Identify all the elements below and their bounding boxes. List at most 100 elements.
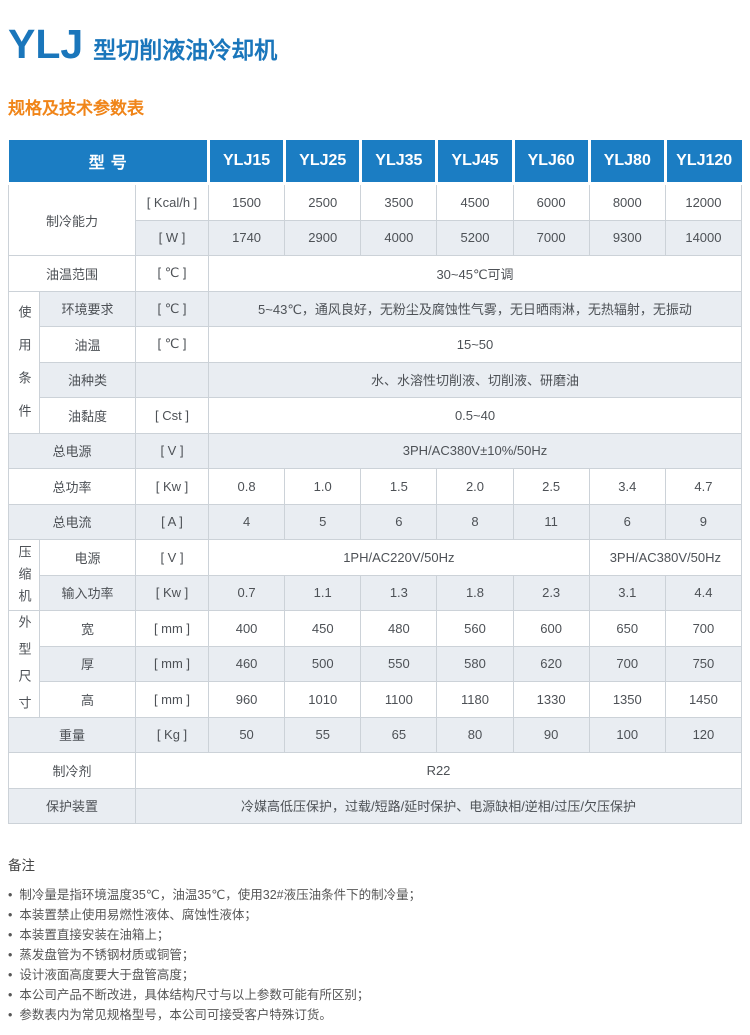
spec-label: 油温范围 bbox=[8, 255, 136, 292]
spec-value: 1.3 bbox=[360, 574, 438, 612]
row-dimension-height: 高 [ mm ] 960 1010 1100 1180 1330 1350 14… bbox=[9, 681, 743, 718]
row-oil-temp-range: 油温范围 [ ℃ ] 30~45℃可调 bbox=[8, 255, 742, 292]
row-cooling-capacity-kcal: 制冷能力 [ Kcal/h ] 1500 2500 3500 4500 6000… bbox=[8, 183, 743, 257]
group-compressor: 压缩机 bbox=[8, 539, 40, 612]
unit-label: [ Kw ] bbox=[135, 468, 209, 505]
spec-value: 50 bbox=[207, 716, 286, 754]
row-dimension-width: 外型尺寸 宽 [ mm ] 400 450 480 560 600 650 70… bbox=[8, 610, 743, 718]
row-oil-viscosity: 油黏度 [ Cst ] 0.5~40 bbox=[9, 397, 742, 434]
spec-value: 2500 bbox=[284, 183, 362, 221]
spec-value: 120 bbox=[664, 716, 743, 754]
unit-label: [ Kg ] bbox=[135, 716, 209, 754]
model-header-cell: 型号 bbox=[8, 140, 209, 186]
spec-value: 1.8 bbox=[436, 574, 514, 612]
note-text: 蒸发盘管为不锈钢材质或铜管； bbox=[19, 948, 195, 963]
row-oil-type: 油种类 水、水溶性切削液、切削液、研磨油 bbox=[9, 361, 742, 399]
spec-value: 1740 bbox=[207, 219, 286, 257]
spec-value: 480 bbox=[360, 610, 438, 647]
spec-value: 1PH/AC220V/50Hz bbox=[208, 539, 590, 576]
spec-label: 油种类 bbox=[39, 361, 136, 399]
unit-label bbox=[135, 361, 209, 399]
unit-label: [ A ] bbox=[135, 503, 209, 541]
note-text: 本装置直接安装在油箱上； bbox=[19, 928, 170, 943]
group-label: 外型尺寸 bbox=[16, 615, 32, 718]
spec-value: 4 bbox=[207, 503, 286, 541]
spec-value: 1.1 bbox=[284, 574, 362, 612]
unit-label: [ V ] bbox=[135, 432, 209, 470]
note-item: • 本装置直接安装在油箱上； bbox=[8, 925, 742, 945]
note-item: • 设计液面高度要大于盘管高度； bbox=[8, 965, 742, 985]
note-item: • 制冷量是指环境温度35℃，油温35℃，使用32#液压油条件下的制冷量； bbox=[8, 885, 742, 905]
spec-value: 650 bbox=[588, 610, 666, 647]
spec-value: 6000 bbox=[512, 183, 590, 221]
unit-label: [ mm ] bbox=[135, 645, 209, 683]
spec-value: 1180 bbox=[436, 681, 514, 718]
spec-value: 550 bbox=[360, 645, 438, 683]
bullet-icon: • bbox=[8, 928, 13, 943]
model-column-header: YLJ35 bbox=[359, 140, 437, 186]
bullet-icon: • bbox=[8, 948, 13, 963]
notes-section: 备注 • 制冷量是指环境温度35℃，油温35℃，使用32#液压油条件下的制冷量； … bbox=[8, 854, 742, 1035]
spec-label: 总电流 bbox=[8, 503, 136, 541]
spec-label: 电源 bbox=[39, 539, 136, 576]
row-compressor-power-supply: 压缩机 电源 [ V ] 1PH/AC220V/50Hz 3PH/AC380V/… bbox=[8, 539, 743, 612]
row-weight: 重量 [ Kg ] 50 55 65 80 90 100 120 bbox=[8, 716, 743, 754]
page-title-text: 型切削液油冷却机 bbox=[93, 37, 278, 63]
spec-value: 450 bbox=[284, 610, 362, 647]
spec-value: 1500 bbox=[207, 183, 286, 221]
model-column-header: YLJ25 bbox=[283, 140, 361, 186]
unit-label: [ Kcal/h ] bbox=[135, 183, 209, 221]
spec-value: 8000 bbox=[588, 183, 666, 221]
spec-label: 总电源 bbox=[8, 432, 136, 470]
spec-value: 960 bbox=[207, 681, 286, 718]
spec-value: 7000 bbox=[512, 219, 590, 257]
model-column-header: YLJ60 bbox=[511, 140, 590, 186]
model-series-name: YLJ bbox=[8, 21, 84, 67]
notes-heading: 备注 bbox=[8, 858, 35, 874]
spec-value: 9 bbox=[664, 503, 743, 541]
spec-label: 总功率 bbox=[8, 468, 136, 505]
table-header-row: 型号 YLJ15 YLJ25 YLJ35 YLJ45 YLJ60 YLJ80 Y… bbox=[8, 140, 742, 186]
spec-value: 4500 bbox=[436, 183, 514, 221]
note-item: • 参数表内为常见规格型号，本公司可接受客户特殊订货。 bbox=[8, 1005, 742, 1025]
spec-value: 460 bbox=[207, 645, 286, 683]
spec-value: 620 bbox=[512, 645, 590, 683]
group-usage-conditions: 使用条件 bbox=[8, 290, 40, 434]
spec-value: 500 bbox=[284, 645, 362, 683]
spec-value: 14000 bbox=[664, 219, 743, 257]
spec-value: 6 bbox=[588, 503, 666, 541]
row-total-current: 总电流 [ A ] 4 5 6 8 11 6 9 bbox=[8, 503, 743, 541]
spec-value: 30~45℃可调 bbox=[208, 255, 742, 292]
spec-value: 4000 bbox=[360, 219, 438, 257]
notes-list: • 制冷量是指环境温度35℃，油温35℃，使用32#液压油条件下的制冷量； • 本装… bbox=[8, 885, 742, 1025]
spec-value: 15~50 bbox=[208, 326, 742, 363]
spec-label: 输入功率 bbox=[39, 574, 136, 612]
spec-value: 2900 bbox=[284, 219, 362, 257]
spec-value: 0.8 bbox=[207, 468, 286, 505]
spec-value: 5200 bbox=[436, 219, 514, 257]
spec-label: 重量 bbox=[8, 716, 136, 754]
row-protection: 保护装置 冷媒高低压保护，过载/短路/延时保护、电源缺相/逆相/过压/欠压保护 bbox=[8, 787, 742, 825]
spec-value: 1450 bbox=[664, 681, 743, 718]
row-total-power: 总功率 [ Kw ] 0.8 1.0 1.5 2.0 2.5 3.4 4.7 bbox=[8, 468, 743, 505]
spec-value: 11 bbox=[512, 503, 590, 541]
unit-label: [ ℃ ] bbox=[135, 326, 209, 363]
spec-label: 宽 bbox=[39, 610, 136, 647]
spec-label: 油黏度 bbox=[39, 397, 136, 434]
row-cooling-capacity-w: [ W ] 1740 2900 4000 5200 7000 9300 1400… bbox=[9, 219, 743, 257]
spec-label: 厚 bbox=[39, 645, 136, 683]
row-refrigerant: 制冷剂 R22 bbox=[8, 752, 742, 789]
spec-label: 保护装置 bbox=[8, 787, 136, 825]
spec-value: 4.4 bbox=[664, 574, 743, 612]
spec-value: 400 bbox=[207, 610, 286, 647]
unit-label: [ ℃ ] bbox=[135, 255, 209, 292]
unit-label: [ ℃ ] bbox=[135, 290, 209, 328]
spec-value: R22 bbox=[135, 752, 742, 789]
spec-label: 环境要求 bbox=[39, 290, 136, 328]
spec-table: 型号 YLJ15 YLJ25 YLJ35 YLJ45 YLJ60 YLJ80 Y… bbox=[8, 140, 743, 825]
spec-value: 6 bbox=[360, 503, 438, 541]
spec-value: 5 bbox=[284, 503, 362, 541]
model-column-header: YLJ15 bbox=[206, 140, 285, 186]
spec-value: 3PH/AC380V±10%/50Hz bbox=[208, 432, 742, 470]
